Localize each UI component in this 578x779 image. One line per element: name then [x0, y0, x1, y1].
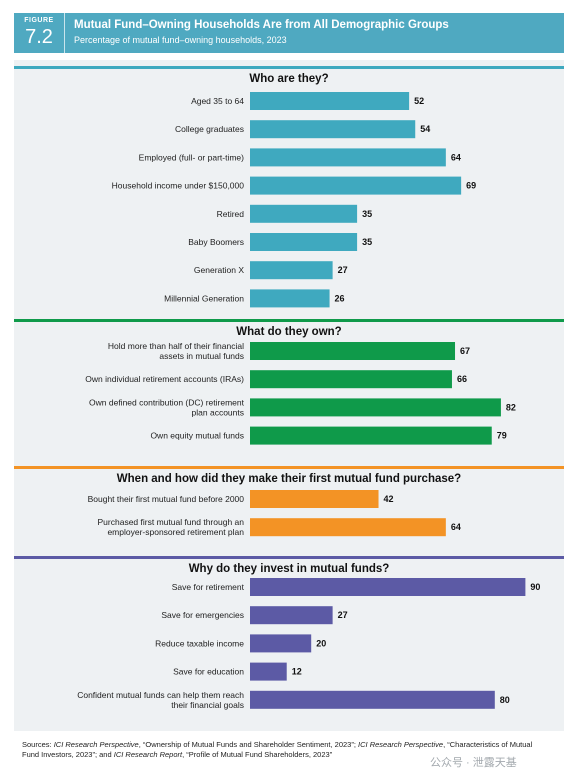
category-label: Confident mutual funds can help them rea… — [77, 690, 244, 710]
category-label: Purchased first mutual fund through an em… — [98, 517, 245, 537]
category-label: Millennial Generation — [164, 293, 244, 303]
category-label: Employed (full- or part-time) — [139, 152, 245, 162]
category-label: Baby Boomers — [188, 237, 244, 247]
value-label: 42 — [384, 494, 394, 504]
value-label: 64 — [451, 152, 461, 162]
bar — [250, 634, 312, 653]
category-label: Reduce taxable income — [155, 638, 244, 648]
section-rule — [14, 466, 564, 469]
bar — [250, 92, 410, 110]
value-label: 67 — [460, 346, 470, 356]
category-label: Bought their first mutual fund before 20… — [88, 494, 245, 504]
bar — [250, 176, 462, 195]
value-label: 54 — [420, 124, 430, 134]
bar-chart: Who are they? Aged 35 to 64 52 College grad… — [14, 66, 564, 710]
value-label: 82 — [506, 402, 516, 412]
category-label: Generation X — [194, 265, 244, 275]
value-label: 66 — [457, 374, 467, 384]
value-label: 27 — [338, 610, 348, 620]
section-title: What do they own? — [236, 326, 341, 338]
bar — [250, 261, 333, 280]
chart-title: Mutual Fund–Owning Households Are from A… — [74, 19, 449, 31]
bar — [250, 233, 358, 251]
value-label: 64 — [451, 522, 461, 532]
value-label: 27 — [338, 265, 348, 275]
figure-label: FIGURE — [24, 17, 54, 24]
category-label: Save for education — [173, 667, 244, 677]
bar — [250, 398, 501, 417]
value-label: 90 — [530, 582, 540, 592]
figure-badge: FIGURE 7.2 — [14, 13, 64, 53]
bar — [250, 490, 379, 508]
header-divider — [64, 13, 65, 53]
bar — [250, 606, 333, 625]
section-title: Why do they invest in mutual funds? — [189, 563, 390, 575]
section-rule — [14, 319, 564, 322]
figure-header: FIGURE 7.2 Mutual Fund–Owning Households… — [14, 13, 564, 53]
value-label: 69 — [466, 181, 476, 191]
category-label: Household income under $150,000 — [112, 181, 245, 191]
category-label: Hold more than half of their financial as… — [108, 341, 244, 361]
bar — [250, 204, 358, 223]
category-label: Own individual retirement accounts (IRAs… — [85, 374, 244, 384]
category-label: Retired — [217, 209, 245, 219]
bar — [250, 426, 492, 445]
value-label: 52 — [414, 96, 424, 106]
section-title: When and how did they make their first m… — [117, 473, 461, 485]
chart-panel: Who are they? Aged 35 to 64 52 College grad… — [14, 60, 564, 731]
category-label: College graduates — [175, 124, 244, 134]
figure-number: 7.2 — [25, 26, 53, 48]
value-label: 26 — [335, 293, 345, 303]
category-label: Own defined contribution (DC) retirement… — [89, 397, 245, 417]
bar — [250, 578, 526, 596]
bar — [250, 289, 330, 308]
bar — [250, 120, 416, 139]
value-label: 35 — [362, 237, 372, 247]
bar — [250, 342, 456, 360]
section-rule — [14, 66, 564, 69]
value-label: 80 — [500, 695, 510, 705]
value-label: 20 — [316, 638, 326, 648]
section-rule — [14, 556, 564, 559]
value-label: 79 — [497, 431, 507, 441]
value-label: 35 — [362, 209, 372, 219]
chart-subtitle: Percentage of mutual fund–owning househo… — [74, 35, 287, 45]
value-label: 12 — [292, 667, 302, 677]
category-label: Aged 35 to 64 — [191, 96, 244, 106]
bar — [250, 518, 446, 537]
bar — [250, 148, 446, 167]
watermark: 公众号 · 泄露天基 — [430, 757, 517, 769]
bar — [250, 662, 287, 681]
category-label: Save for retirement — [172, 582, 245, 592]
bar — [250, 370, 452, 389]
section-title: Who are they? — [249, 73, 328, 85]
category-label: Own equity mutual funds — [150, 431, 244, 441]
bar — [250, 690, 495, 709]
category-label: Save for emergencies — [161, 610, 244, 620]
sources-note: Sources: ICI Research Perspective, “Owne… — [22, 740, 533, 759]
